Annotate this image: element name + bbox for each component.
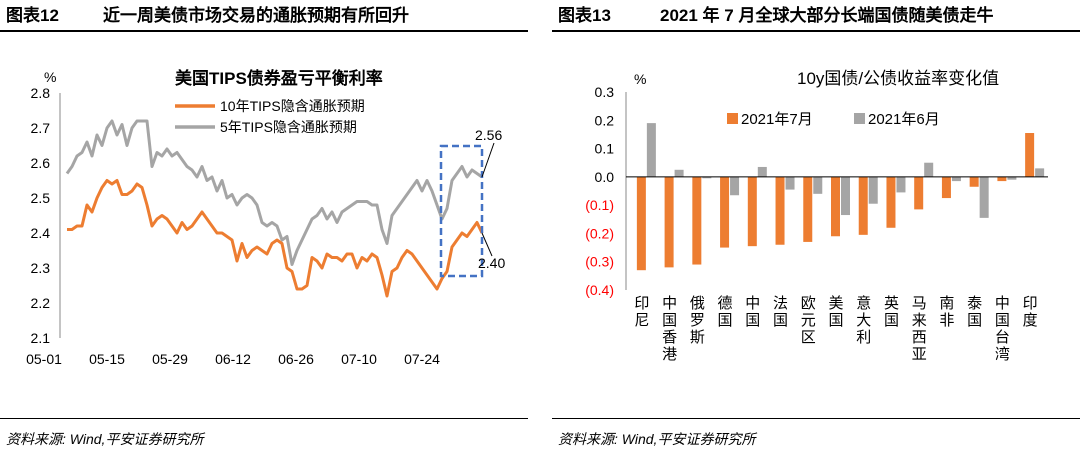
figure-header: 图表12 近一周美债市场交易的通胀预期有所回升 — [0, 0, 528, 32]
x-tick-label: 05-29 — [152, 351, 188, 367]
figure-footer: 资料来源: Wind,平安证券研究所 — [0, 418, 528, 457]
bar — [896, 176, 906, 193]
source-note: 资料来源: Wind,平安证券研究所 — [6, 431, 204, 447]
breakeven-line-chart: 美国TIPS债券盈亏平衡利率% 2.1 2.2 2.3 2.4 2.5 2.6 2.7 2.8 0… — [26, 68, 505, 367]
annotation-label: 2.56 — [475, 127, 502, 143]
y-tick-label: 0.2 — [595, 112, 615, 128]
bar — [914, 176, 924, 210]
bar — [969, 176, 979, 187]
bar — [1035, 168, 1045, 177]
bar — [646, 123, 656, 177]
x-category-label: 法国 — [773, 295, 788, 329]
bar — [868, 176, 878, 204]
figure-number: 图表13 — [558, 6, 611, 25]
bar — [747, 176, 757, 247]
x-category-label: 英国 — [884, 294, 899, 329]
y-tick-label: 2.8 — [31, 85, 51, 101]
y-tick-label: 2.7 — [31, 120, 51, 136]
bar — [692, 176, 702, 265]
bar — [941, 176, 951, 199]
y-tick-label: 2.6 — [31, 155, 51, 171]
figure-footer: 资料来源: Wind,平安证券研究所 — [552, 418, 1080, 457]
legend-label: 10年TIPS隐含通胀预期 — [220, 98, 365, 114]
series-line — [65, 119, 483, 266]
annotation-leader — [481, 142, 495, 178]
bar — [702, 176, 712, 179]
x-category-label: 俄罗斯 — [690, 295, 705, 346]
x-tick-label: 05-01 — [26, 351, 62, 367]
bar — [720, 176, 730, 248]
y-tick-label: 2.1 — [31, 330, 51, 346]
x-tick-label: 06-12 — [215, 351, 251, 367]
x-tick-label: 06-26 — [278, 351, 314, 367]
bar — [831, 176, 840, 237]
figure-number: 图表12 — [6, 6, 59, 25]
y-unit-label: % — [44, 69, 56, 85]
bar — [813, 176, 823, 194]
x-category-label: 意大利 — [856, 294, 871, 346]
left-figure-panel: 图表12 近一周美债市场交易的通胀预期有所回升 美国TIPS债券盈亏平衡利率% 2… — [0, 0, 528, 457]
figure-title: 2021 年 7 月全球大部分长端国债随美债走牛 — [660, 6, 994, 25]
y-tick-label: 0.1 — [595, 141, 615, 157]
y-tick-label: 2.4 — [31, 225, 51, 241]
yield-change-bar-chart: 10y国债/公债收益率变化值% 0.3 0.2 0.1 0.0 (0.1) (0.2) (0.… — [585, 69, 1048, 363]
y-tick-label: (0.2) — [585, 225, 614, 241]
x-category-label: 德国 — [718, 294, 733, 329]
x-tick-label: 07-10 — [341, 351, 377, 367]
x-category-label: 欧元区 — [801, 295, 816, 346]
bar — [997, 176, 1007, 182]
x-category-label: 南非 — [939, 295, 954, 329]
x-category-label: 中国台湾 — [995, 295, 1010, 363]
annotation-label: 2.40 — [478, 255, 505, 271]
bar — [1007, 176, 1017, 180]
chart-title: 美国TIPS债券盈亏平衡利率 — [175, 68, 383, 88]
x-category-label: 印尼 — [634, 295, 649, 329]
highlight-box — [439, 144, 484, 278]
bar — [785, 176, 795, 190]
legend-label: 2021年7月 — [741, 111, 813, 128]
x-category-label: 美国 — [828, 295, 843, 329]
bar — [730, 176, 740, 196]
bar — [858, 176, 868, 235]
x-category-label: 马来西亚 — [912, 295, 927, 363]
x-category-label: 中国香港 — [662, 295, 677, 363]
y-tick-label: 0.3 — [595, 84, 615, 100]
bar — [886, 176, 896, 228]
bar — [775, 176, 785, 245]
legend-swatch — [727, 113, 738, 124]
annotation-leader — [481, 232, 493, 257]
y-tick-label: 0.0 — [595, 169, 615, 185]
bar — [979, 176, 989, 218]
figure-title: 近一周美债市场交易的通胀预期有所回升 — [103, 6, 409, 25]
bar — [674, 169, 684, 177]
figure-header: 图表13 2021 年 7 月全球大部分长端国债随美债走牛 — [552, 0, 1080, 32]
chart-title: 10y国债/公债收益率变化值 — [797, 69, 999, 88]
x-category-label: 印度 — [1023, 295, 1038, 329]
legend-swatch — [854, 113, 865, 124]
y-tick-label: 2.5 — [31, 190, 51, 206]
legend-label: 5年TIPS隐含通胀预期 — [220, 119, 357, 135]
source-note: 资料来源: Wind,平安证券研究所 — [558, 431, 756, 447]
bar — [664, 176, 674, 268]
y-tick-label: (0.3) — [585, 254, 614, 270]
series-line — [67, 179, 484, 298]
right-figure-panel: 图表13 2021 年 7 月全球大部分长端国债随美债走牛 10y国债/公债收益… — [552, 0, 1080, 457]
y-tick-label: (0.4) — [585, 282, 614, 298]
x-tick-label: 05-15 — [89, 351, 125, 367]
bar — [951, 176, 961, 182]
y-tick-label: 2.3 — [31, 260, 51, 276]
bar — [1025, 133, 1035, 177]
bar — [841, 176, 850, 216]
x-category-label: 泰国 — [967, 295, 982, 329]
y-tick-label: (0.1) — [585, 197, 614, 213]
bar — [636, 176, 646, 271]
bar — [924, 162, 934, 177]
legend-label: 2021年6月 — [868, 111, 940, 128]
y-tick-label: 2.2 — [31, 295, 51, 311]
x-category-label: 中国 — [745, 295, 760, 329]
x-tick-label: 07-24 — [404, 351, 440, 367]
y-unit-label: % — [634, 71, 646, 87]
bar — [803, 176, 813, 242]
bar — [757, 166, 767, 177]
